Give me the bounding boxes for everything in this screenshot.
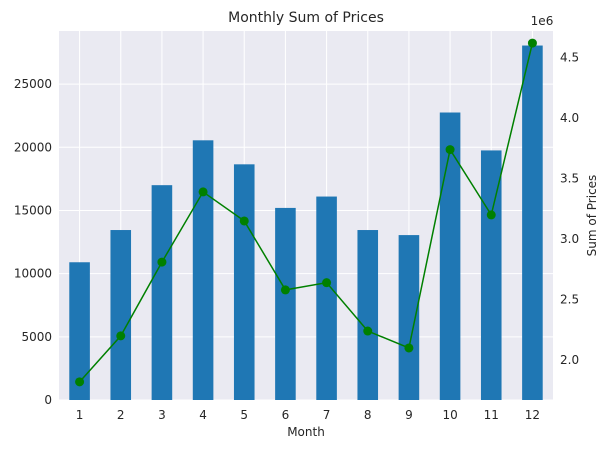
- x-tick-label: 3: [158, 408, 166, 422]
- plot-area: [59, 31, 553, 400]
- line-series: [75, 38, 537, 387]
- series-line: [79, 42, 534, 383]
- y2-tick-label: 4.0: [560, 111, 579, 125]
- y2-axis-ticks: 2.0 2.5 3.0 3.5 4.0 4.5: [560, 51, 579, 367]
- bar: [110, 230, 132, 400]
- y2-tick-label: 2.0: [560, 353, 579, 367]
- y2-tick-label: 3.5: [560, 172, 579, 186]
- bar: [522, 45, 543, 401]
- bar: [480, 150, 502, 400]
- bar-series: [69, 45, 543, 401]
- bar: [192, 140, 214, 400]
- y-tick-label: 15000: [14, 203, 52, 217]
- x-tick-label: 7: [323, 408, 331, 422]
- bar: [439, 112, 461, 401]
- x-tick-label: 6: [282, 408, 290, 422]
- y-tick-label: 10000: [14, 267, 52, 281]
- line-point: [363, 326, 373, 336]
- y2-tick-label: 2.5: [560, 293, 579, 307]
- line-point: [322, 278, 332, 288]
- x-tick-label: 5: [240, 408, 248, 422]
- line-point: [280, 285, 290, 295]
- x-tick-label: 10: [442, 408, 457, 422]
- line-point: [157, 257, 167, 267]
- line-point: [75, 377, 85, 387]
- line-point: [404, 343, 414, 353]
- line-point: [527, 38, 537, 48]
- bar: [69, 262, 90, 400]
- x-axis-label: Month: [287, 425, 325, 439]
- bar: [398, 235, 420, 400]
- y-axis-ticks: 0 5000 10000 15000 20000 25000: [14, 77, 52, 407]
- bar: [151, 185, 173, 400]
- x-tick-label: 12: [525, 408, 540, 422]
- line-point: [445, 145, 455, 155]
- y-tick-label: 5000: [21, 330, 52, 344]
- line-point: [116, 331, 126, 341]
- y2-tick-label: 4.5: [560, 51, 579, 65]
- x-axis-ticks: 1 2 3 4 5 6 7 8 9 10 11 12: [76, 408, 540, 422]
- chart-title: Monthly Sum of Prices: [228, 10, 384, 26]
- x-tick-label: 9: [405, 408, 413, 422]
- x-tick-label: 11: [484, 408, 499, 422]
- y-tick-label: 25000: [14, 77, 52, 91]
- y-tick-label: 20000: [14, 140, 52, 154]
- line-point: [198, 187, 208, 197]
- y2-axis-label: Sum of Prices: [585, 175, 599, 257]
- y2-tick-label: 3.0: [560, 232, 579, 246]
- bar: [357, 230, 379, 400]
- x-tick-label: 1: [76, 408, 84, 422]
- line-point: [239, 216, 249, 226]
- line-point: [486, 210, 496, 220]
- bar: [275, 207, 296, 400]
- y2-axis-multiplier: 1e6: [531, 14, 554, 28]
- x-tick-label: 8: [364, 408, 372, 422]
- bar: [233, 164, 255, 400]
- bar: [316, 196, 337, 400]
- y-tick-label: 0: [44, 393, 52, 407]
- x-tick-label: 2: [117, 408, 125, 422]
- x-tick-label: 4: [199, 408, 207, 422]
